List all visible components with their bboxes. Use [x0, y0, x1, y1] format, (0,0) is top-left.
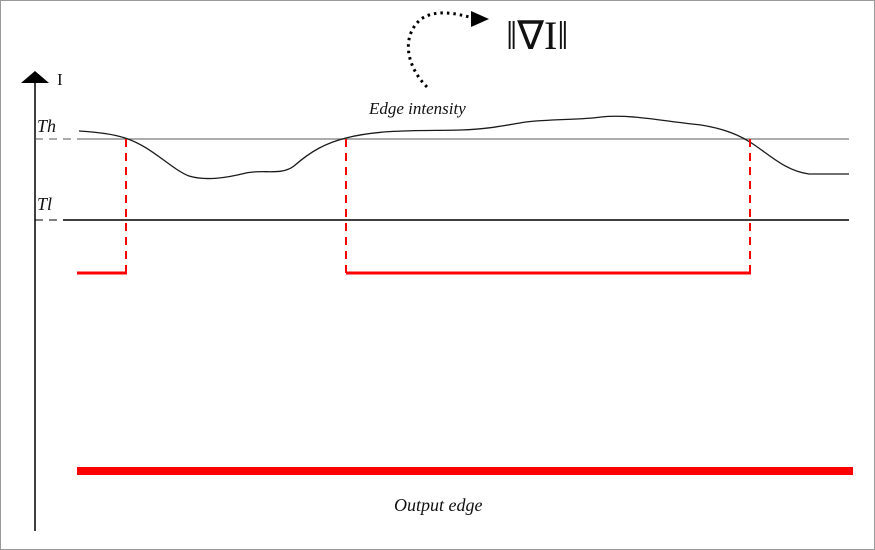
dotted-arrow-head — [471, 11, 489, 27]
edge-intensity-curve — [78, 115, 849, 180]
gradient-magnitude-label: ‖∇I‖ — [506, 13, 569, 58]
output-edge-bar — [77, 467, 853, 475]
edge-intensity-label: Edge intensity — [368, 99, 466, 118]
y-axis-label: I — [57, 70, 63, 89]
dotted-curved-arrow — [406, 11, 477, 89]
y-axis-arrow — [21, 71, 49, 83]
high-threshold-label: Th — [37, 116, 56, 136]
output-edge-label: Output edge — [394, 495, 482, 515]
low-threshold-label: Tl — [37, 194, 52, 214]
